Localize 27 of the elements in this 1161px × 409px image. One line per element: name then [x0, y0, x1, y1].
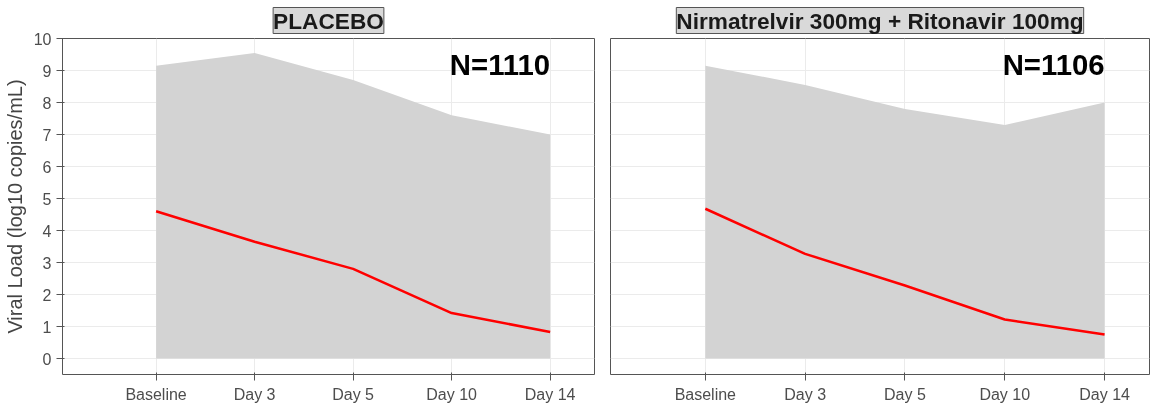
chart-title: Nirmatrelvir 300mg + Ritonavir 100mg — [676, 7, 1084, 34]
y-tick-label: 1 — [42, 318, 52, 336]
x-tick-label: Day 14 — [524, 385, 576, 403]
y-tick-label: 0 — [42, 350, 52, 368]
x-tick-label: Day 5 — [332, 385, 375, 403]
x-tick-label: Day 10 — [979, 385, 1031, 403]
x-tick-label: Day 14 — [1079, 385, 1131, 403]
annotation: N=1110 — [449, 48, 551, 82]
y-tick-label: 7 — [42, 126, 52, 144]
x-tick-label: Day 10 — [426, 385, 478, 403]
y-tick-label: 6 — [42, 158, 52, 176]
y-tick-label: 2 — [42, 286, 52, 304]
y-tick-label: 8 — [42, 94, 52, 112]
y-tick-label: 9 — [42, 62, 52, 80]
y-tick-label: 10 — [33, 30, 52, 48]
line-series — [154, 210, 552, 334]
x-tick-label: Day 3 — [233, 385, 276, 403]
x-tick-label: Baseline — [125, 385, 187, 403]
annotation: N=1106 — [1002, 48, 1105, 82]
y-axis-title: Viral Load (log10 copies/mL) — [3, 79, 26, 334]
y-tick-label: 3 — [42, 254, 52, 272]
y-tick-label: 4 — [42, 222, 52, 240]
y-tick-label: 5 — [42, 190, 52, 208]
x-tick-label: Day 3 — [784, 385, 827, 403]
x-tick-label: Baseline — [674, 385, 737, 403]
x-tick-label: Day 5 — [884, 385, 926, 403]
chart-title: PLACEBO — [273, 7, 384, 34]
